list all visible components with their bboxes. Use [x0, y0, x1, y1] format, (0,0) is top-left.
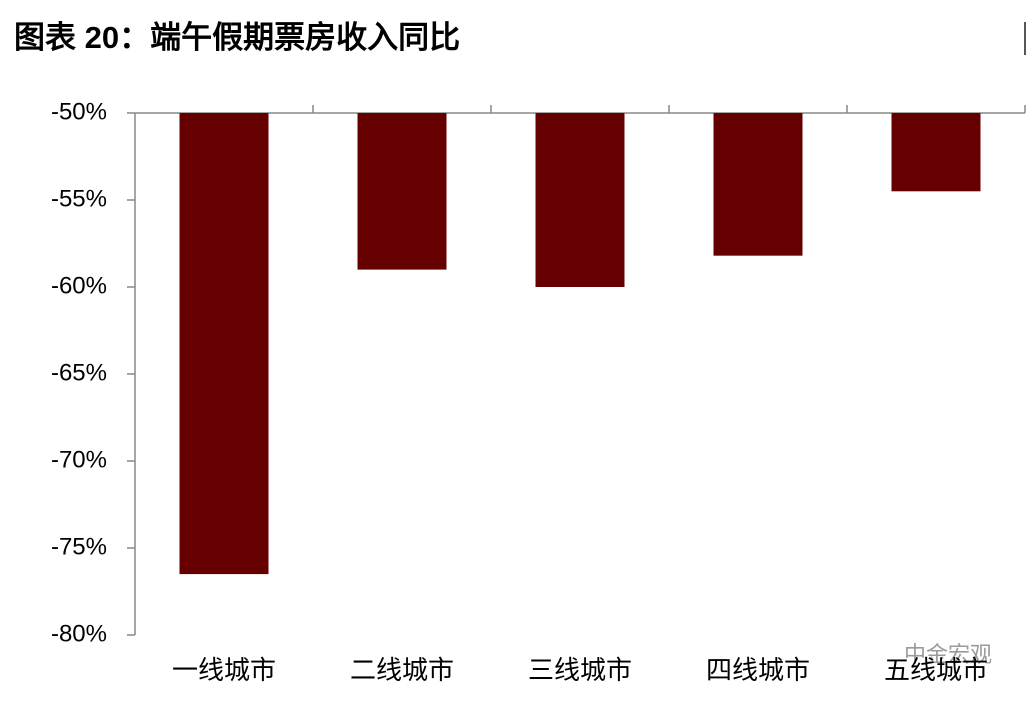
y-tick-label: -55% — [51, 185, 107, 212]
bar — [179, 113, 269, 575]
bar — [535, 113, 625, 287]
y-tick-label: -65% — [51, 359, 107, 386]
watermark: 中金宏观 — [904, 642, 992, 667]
y-tick-label: -60% — [51, 272, 107, 299]
x-tick-label: 二线城市 — [350, 655, 454, 685]
bar — [891, 113, 981, 192]
y-tick-label: -80% — [51, 620, 107, 647]
x-tick-label: 五线城市 — [884, 655, 988, 685]
bar — [713, 113, 803, 256]
x-tick-label: 一线城市 — [172, 655, 276, 685]
chart-title: 图表 20：端午假期票房收入同比 — [14, 20, 460, 55]
x-tick-label: 四线城市 — [706, 655, 810, 685]
x-tick-label: 三线城市 — [528, 655, 632, 685]
y-tick-label: -75% — [51, 533, 107, 560]
y-tick-label: -50% — [51, 98, 107, 125]
bar — [357, 113, 447, 270]
y-tick-label: -70% — [51, 446, 107, 473]
